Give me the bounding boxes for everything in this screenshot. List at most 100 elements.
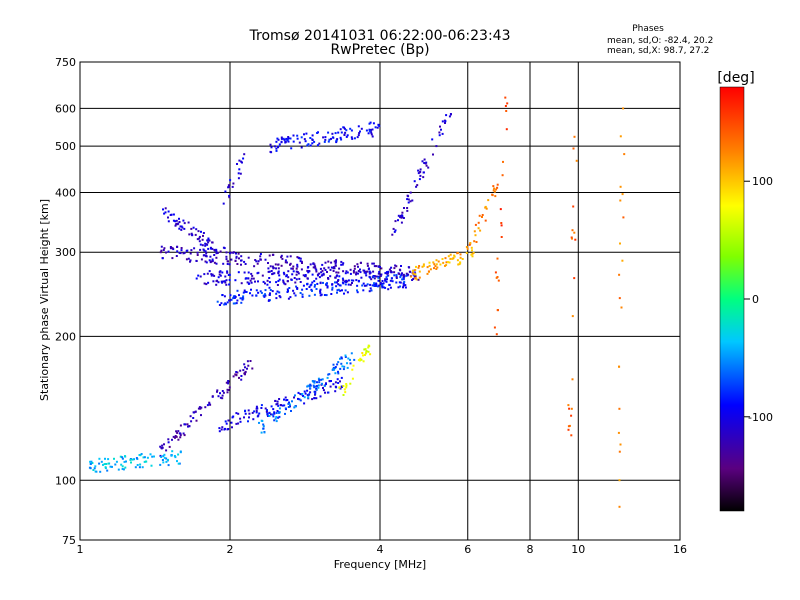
echo-point xyxy=(183,227,186,230)
echo-point xyxy=(226,428,229,431)
echo-point xyxy=(399,276,402,279)
echo-point xyxy=(327,266,330,269)
echo-point xyxy=(176,246,179,248)
echo-point xyxy=(334,264,337,267)
echo-point xyxy=(121,457,124,460)
echo-point xyxy=(213,261,216,264)
echo-point xyxy=(365,129,368,132)
echo-point xyxy=(414,276,417,279)
echo-point xyxy=(415,278,418,281)
echo-point xyxy=(180,247,183,249)
echo-point xyxy=(324,269,327,271)
echo-point xyxy=(221,271,224,274)
echo-point xyxy=(368,128,371,131)
echo-point xyxy=(364,348,367,351)
echo-point xyxy=(268,270,271,273)
echo-point xyxy=(209,255,212,258)
echo-point xyxy=(225,279,228,282)
echo-point xyxy=(278,278,281,281)
echo-point xyxy=(280,137,283,140)
echo-point xyxy=(289,263,291,266)
echo-point xyxy=(215,262,218,265)
echo-point xyxy=(435,263,438,266)
echo-point xyxy=(266,279,269,282)
echo-point xyxy=(277,138,280,141)
echo-point xyxy=(314,267,317,270)
echo-point xyxy=(391,280,394,283)
echo-point xyxy=(277,280,280,282)
echo-point xyxy=(272,267,275,270)
echo-point xyxy=(195,260,198,262)
echo-point xyxy=(210,274,213,277)
echo-point xyxy=(295,267,298,270)
echo-point xyxy=(258,412,261,415)
echo-point xyxy=(325,382,327,385)
echo-point xyxy=(344,283,347,286)
echo-point xyxy=(151,455,154,458)
y-tick-label: 75 xyxy=(62,534,76,547)
echo-point xyxy=(228,263,231,266)
echo-point xyxy=(232,296,235,299)
echo-point xyxy=(189,259,192,262)
echo-point xyxy=(347,279,350,282)
echo-point xyxy=(167,441,170,444)
echo-point xyxy=(309,383,312,386)
echo-point xyxy=(204,406,207,409)
echo-point xyxy=(470,253,473,256)
echo-point xyxy=(479,229,482,232)
echo-point xyxy=(411,279,414,281)
x-tick-label: 10 xyxy=(571,543,585,556)
echo-point xyxy=(376,285,379,288)
echo-point xyxy=(368,272,371,275)
echo-point xyxy=(208,402,211,405)
echo-point xyxy=(367,132,370,135)
echo-point xyxy=(323,267,326,270)
echo-point xyxy=(331,283,334,286)
echo-point xyxy=(317,274,319,277)
echo-point xyxy=(617,431,620,434)
echo-point xyxy=(448,115,451,118)
echo-point xyxy=(200,258,203,261)
echo-point xyxy=(260,407,263,409)
echo-point xyxy=(297,391,300,394)
echo-point xyxy=(334,281,336,284)
echo-point xyxy=(282,279,285,282)
echo-point xyxy=(504,105,507,107)
echo-point xyxy=(268,286,271,289)
echo-point xyxy=(370,133,373,136)
echo-point xyxy=(149,453,152,456)
echo-point xyxy=(323,384,326,387)
echo-point xyxy=(297,397,299,400)
echo-point xyxy=(183,251,186,254)
echo-point xyxy=(221,294,224,296)
echo-point xyxy=(374,126,377,129)
echo-point xyxy=(121,465,124,468)
echo-point xyxy=(567,404,570,407)
echo-point xyxy=(311,281,314,284)
echo-point xyxy=(259,255,262,258)
echo-point xyxy=(238,294,240,297)
echo-point xyxy=(255,289,258,292)
echo-point xyxy=(284,396,287,399)
echo-point xyxy=(299,399,302,402)
echo-point xyxy=(199,243,202,246)
echo-point xyxy=(403,207,405,209)
echo-point xyxy=(228,194,231,197)
echo-point xyxy=(196,238,199,241)
echo-point xyxy=(406,194,409,197)
echo-point xyxy=(444,264,446,267)
echo-point xyxy=(293,396,295,399)
echo-point xyxy=(300,146,303,149)
echo-point xyxy=(170,454,173,457)
echo-point xyxy=(381,283,384,286)
echo-point xyxy=(404,284,407,287)
echo-point xyxy=(575,159,578,162)
echo-point xyxy=(341,289,343,292)
echo-point xyxy=(363,284,366,287)
echo-point xyxy=(286,291,289,293)
echo-point xyxy=(205,261,208,264)
echo-point xyxy=(309,391,312,394)
echo-point xyxy=(276,402,279,405)
echo-point xyxy=(269,413,272,416)
echo-point xyxy=(406,207,409,209)
